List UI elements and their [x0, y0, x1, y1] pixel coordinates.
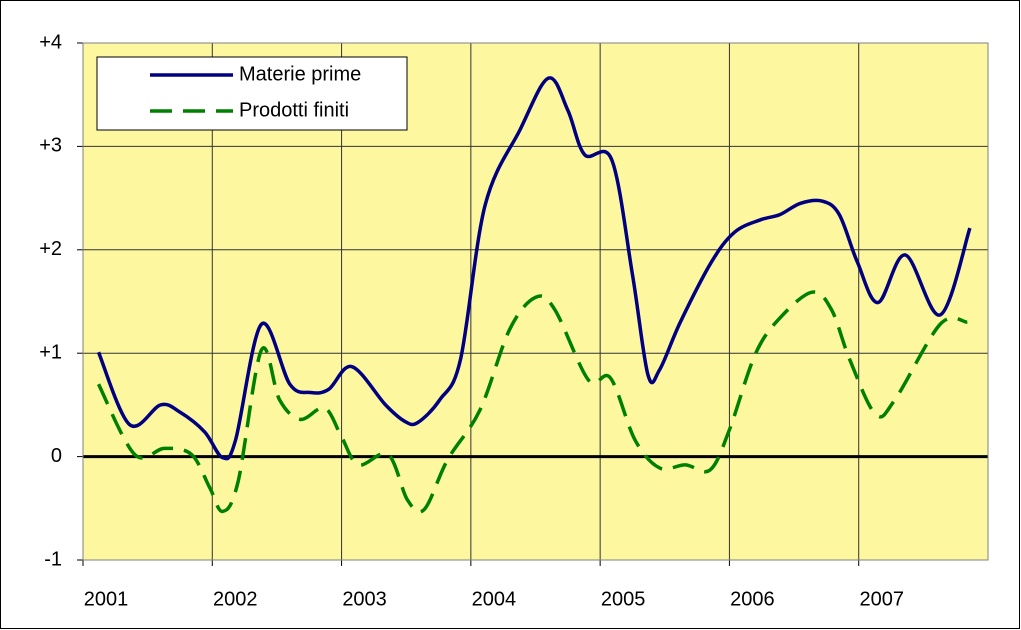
x-tick-label: 2001: [84, 588, 129, 610]
y-tick-label: +4: [39, 31, 62, 53]
legend-label: Prodotti finiti: [239, 99, 349, 121]
y-tick-label: -1: [44, 548, 62, 570]
x-tick-label: 2003: [342, 588, 387, 610]
y-tick-label: +2: [39, 238, 62, 260]
y-tick-label: 0: [51, 445, 62, 467]
y-tick-label: +1: [39, 341, 62, 363]
plot-border: [82, 42, 989, 561]
legend-label: Materie prime: [239, 63, 361, 85]
x-tick-label: 2006: [730, 588, 775, 610]
x-tick-label: 2002: [213, 588, 258, 610]
x-tick-label: 2007: [859, 588, 904, 610]
x-tick-label: 2004: [472, 588, 517, 610]
series-line: [96, 76, 972, 461]
x-tick-label: 2005: [601, 588, 646, 610]
series-line: [96, 290, 968, 514]
legend-box: [96, 56, 408, 131]
y-tick-label: +3: [39, 135, 62, 157]
